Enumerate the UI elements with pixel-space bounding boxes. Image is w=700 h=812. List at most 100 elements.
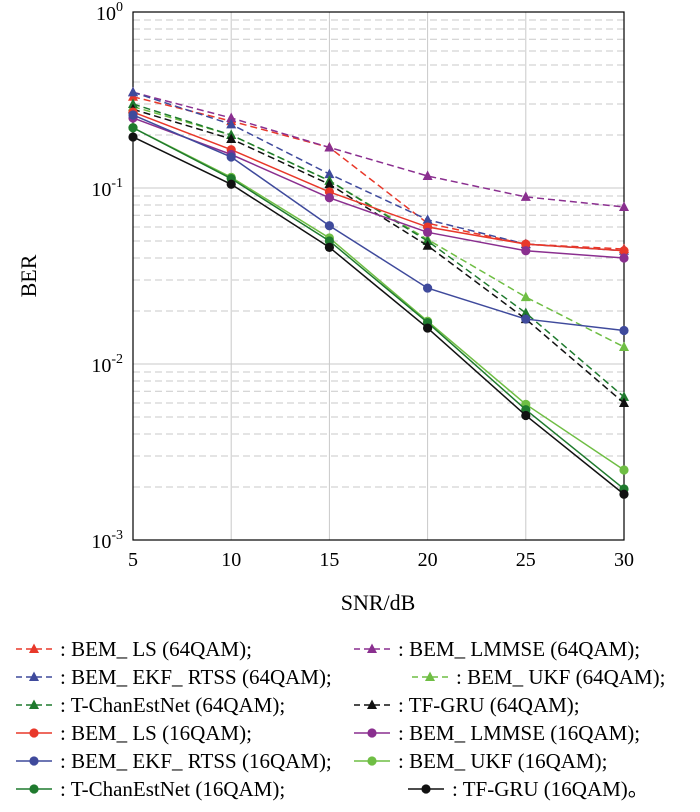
legend-swatch	[16, 756, 52, 766]
series-line	[132, 136, 625, 495]
data-point	[128, 98, 138, 109]
data-point	[226, 152, 236, 162]
data-point	[423, 323, 433, 333]
y-tick-label: 10-1	[91, 176, 123, 201]
legend-label: : BEM_ UKF (16QAM);	[398, 749, 608, 773]
data-point	[324, 221, 334, 231]
grid-lines	[133, 12, 624, 540]
data-point	[128, 86, 138, 97]
data-point	[521, 239, 531, 249]
data-point	[226, 179, 236, 189]
legend-swatch	[354, 756, 390, 766]
data-point	[619, 325, 629, 336]
legend-label: : TF-GRU (16QAM)。	[452, 777, 649, 801]
data-point	[520, 307, 531, 317]
y-tick-label: 10-3	[91, 528, 123, 553]
legend-label: : BEM_ LS (64QAM);	[60, 637, 252, 661]
series-1	[128, 91, 629, 254]
data-point	[226, 112, 237, 122]
series-line	[132, 111, 625, 252]
legend-item: : TF-GRU (16QAM)。	[406, 776, 649, 802]
series-line	[132, 117, 625, 259]
data-point	[226, 133, 237, 143]
legend-item: : BEM_ LMMSE (64QAM);	[352, 636, 640, 662]
legend-label: : TF-GRU (64QAM);	[398, 693, 580, 717]
legend-item: : BEM_ UKF (64QAM);	[410, 664, 665, 690]
data-point	[128, 132, 138, 142]
data-point	[324, 236, 334, 246]
legend-swatch	[16, 671, 52, 681]
data-point	[324, 141, 335, 152]
x-tick-label: 25	[516, 549, 536, 571]
series-layer	[128, 86, 629, 499]
legend-item: : BEM_ LMMSE (16QAM);	[352, 720, 640, 746]
legend-swatch	[354, 643, 390, 653]
series-line	[132, 127, 625, 490]
y-tick-label: 10-2	[91, 352, 123, 377]
x-tick-label: 30	[614, 549, 634, 571]
data-point	[324, 168, 335, 179]
data-point	[423, 227, 433, 237]
series-7	[128, 107, 629, 256]
legend-label: : BEM_ LS (16QAM);	[60, 721, 252, 745]
data-point	[619, 397, 629, 408]
legend-swatch	[16, 784, 52, 794]
legend-label: : T-ChanEstNet (64QAM);	[60, 693, 286, 717]
x-tick-label: 15	[319, 549, 339, 571]
legend-item: : BEM_ UKF (16QAM);	[352, 748, 607, 774]
legend-item: : BEM_ LS (16QAM);	[14, 720, 252, 746]
data-point	[128, 123, 138, 133]
data-point	[128, 110, 138, 120]
legend-swatch	[408, 784, 444, 794]
legend-marker	[29, 784, 39, 794]
legend-marker	[425, 671, 435, 681]
legend-marker	[367, 643, 377, 653]
series-8	[128, 113, 629, 263]
series-9	[128, 110, 629, 336]
legend-item: : BEM_ EKF_ RTSS (64QAM);	[14, 664, 332, 690]
data-point	[521, 246, 531, 256]
data-point	[226, 118, 237, 129]
legend-label: : BEM_ EKF_ RTSS (64QAM);	[60, 665, 332, 689]
series-6	[128, 103, 629, 408]
series-line	[132, 114, 625, 332]
legend-row: : BEM_ EKF_ RTSS (16QAM); : BEM_ UKF (16Q…	[0, 748, 700, 774]
legend-swatch	[16, 728, 52, 738]
data-point	[619, 341, 629, 351]
legend-label: : BEM_ LMMSE (64QAM);	[398, 637, 641, 661]
legend-label: : BEM_ EKF_ RTSS (16QAM);	[60, 749, 332, 773]
series-10	[128, 123, 629, 475]
legend-item: : BEM_ LS (64QAM);	[14, 636, 252, 662]
legend-marker	[29, 643, 39, 653]
ber-chart: 5 10 15 20 25 30 100 10-1 10-2 10-3 SNR/dB BER	[16, 0, 634, 615]
plot-frame	[132, 11, 625, 541]
series-line	[132, 91, 625, 252]
legend-row: : T-ChanEstNet (64QAM); : TF-GRU (64QAM);	[0, 692, 700, 718]
x-tick-label: 10	[221, 549, 241, 571]
data-point	[619, 253, 629, 263]
data-point	[619, 246, 629, 256]
data-point	[521, 410, 531, 421]
data-point	[423, 283, 433, 293]
data-point	[324, 193, 334, 203]
legend-label: : T-ChanEstNet (16QAM);	[60, 777, 286, 801]
legend-label: : BEM_ UKF (64QAM);	[456, 665, 666, 689]
legend-marker	[29, 671, 39, 681]
x-tick-label: 5	[128, 549, 138, 571]
legend-swatch	[354, 699, 390, 709]
data-point	[422, 214, 433, 224]
data-point	[619, 489, 629, 499]
legend-row: : T-ChanEstNet (16QAM); : TF-GRU (16QAM)。	[0, 776, 700, 802]
legend-swatch	[412, 671, 448, 681]
legend-marker	[421, 784, 431, 794]
legend-marker	[29, 728, 39, 738]
series-line	[132, 127, 625, 471]
data-point	[324, 242, 334, 252]
legend-marker	[367, 756, 377, 766]
legend-swatch	[16, 699, 52, 709]
legend-item: : BEM_ EKF_ RTSS (16QAM);	[14, 748, 332, 774]
series-2	[128, 86, 629, 211]
data-point	[520, 291, 531, 302]
data-point	[619, 201, 629, 211]
legend-row: : BEM_ LS (64QAM); : BEM_ LMMSE (64QAM);	[0, 636, 700, 662]
